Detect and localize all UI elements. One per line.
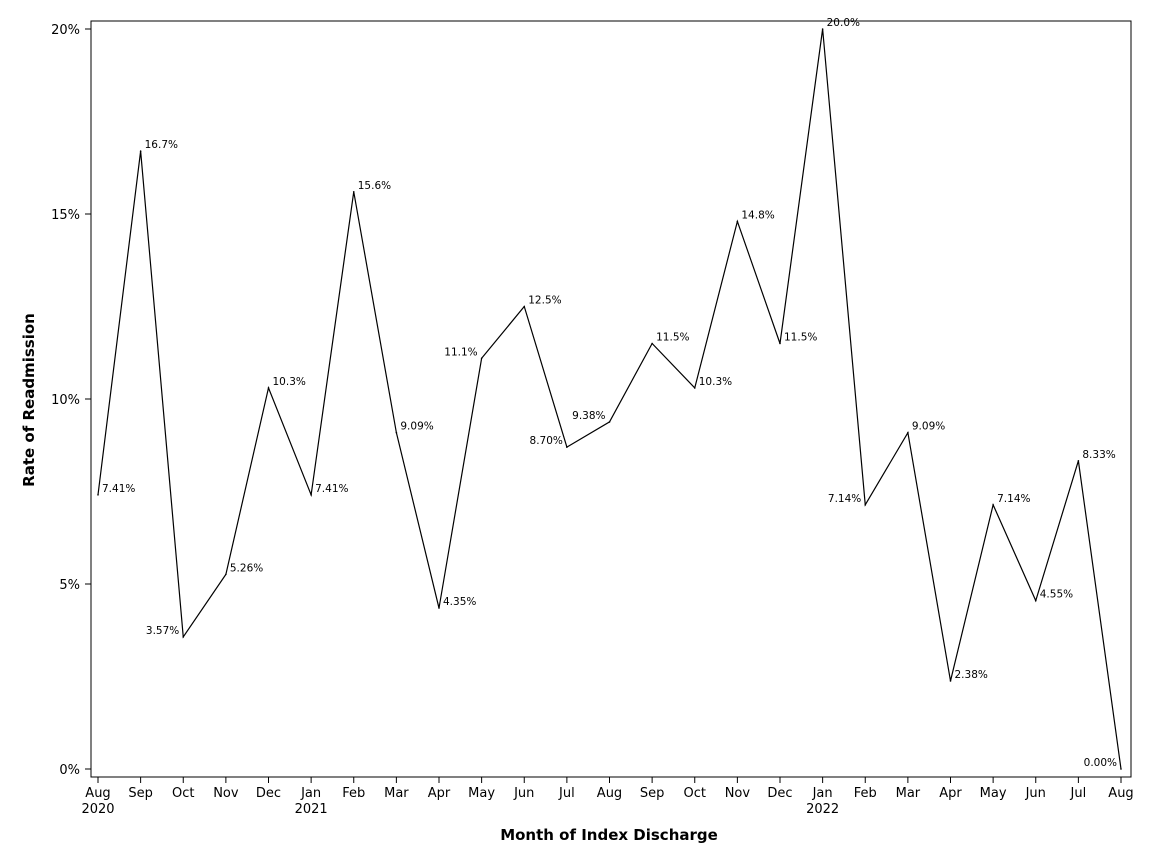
data-point <box>566 446 568 448</box>
x-tick-label: May <box>468 786 495 801</box>
data-point <box>310 494 312 496</box>
data-label: 11.5% <box>656 332 689 344</box>
data-label: 20.0% <box>827 17 860 29</box>
data-point <box>693 387 696 389</box>
data-label: 0.00% <box>1084 757 1117 769</box>
x-tick-label: Dec <box>256 786 281 801</box>
x-tick-label: Nov <box>213 786 239 801</box>
x-axis-title: Month of Index Discharge <box>500 826 718 844</box>
data-label: 5.26% <box>230 562 263 574</box>
x-tick-label: Jun <box>1025 786 1046 801</box>
x-tick-label: Sep <box>128 786 153 801</box>
data-point <box>267 387 270 389</box>
data-label: 7.41% <box>102 483 135 495</box>
x-tick-label: Aug <box>85 786 110 801</box>
data-point <box>480 357 483 360</box>
data-label: 9.38% <box>572 410 605 422</box>
data-label: 10.3% <box>273 376 306 388</box>
data-point <box>949 680 952 682</box>
x-tick-label: May <box>980 786 1007 801</box>
x-tick-label: Mar <box>384 786 409 801</box>
x-tick-label: Aug <box>597 786 622 801</box>
data-label: 2.38% <box>955 669 988 681</box>
data-label: 14.8% <box>741 209 774 221</box>
y-axis-title: Rate of Readmission <box>20 313 38 487</box>
x-year-label: 2021 <box>295 802 328 817</box>
data-point <box>736 220 739 223</box>
readmission-rate-line <box>97 28 1122 770</box>
data-point <box>779 342 781 345</box>
x-tick-label: Jan <box>812 786 833 801</box>
data-point <box>864 504 867 506</box>
y-tick-label: 15% <box>51 208 80 223</box>
data-label: 11.5% <box>784 332 817 344</box>
data-point <box>225 573 227 576</box>
y-tick-label: 0% <box>59 763 80 778</box>
data-point <box>821 28 824 30</box>
x-axis: Aug Sep Oct Nov Dec Jan Feb Mar Apr May Jun Jul Aug S… <box>81 777 1134 817</box>
data-label: 8.70% <box>530 435 563 447</box>
data-label: 12.5% <box>528 295 561 307</box>
data-point <box>352 191 355 193</box>
x-tick-label: Apr <box>428 786 451 801</box>
x-tick-label: Nov <box>725 786 751 801</box>
x-year-label: 2020 <box>81 802 114 817</box>
data-label: 15.6% <box>358 180 391 192</box>
y-tick-label: 20% <box>51 23 80 38</box>
x-tick-label: Oct <box>172 786 194 801</box>
x-tick-label: Feb <box>854 786 877 801</box>
data-label: 10.3% <box>699 376 732 388</box>
x-tick-label: Feb <box>342 786 365 801</box>
x-tick-label: Apr <box>939 786 962 801</box>
data-point <box>1034 599 1037 602</box>
x-tick-label: Jul <box>1070 786 1087 801</box>
data-label: 16.7% <box>145 139 178 151</box>
x-tick-label: Aug <box>1108 786 1133 801</box>
data-label: 7.14% <box>828 493 861 505</box>
data-point <box>608 421 611 423</box>
data-point <box>992 504 994 506</box>
x-tick-label: Sep <box>640 786 665 801</box>
data-point <box>1120 768 1122 770</box>
x-tick-label: Jan <box>300 786 321 801</box>
x-tick-label: Jun <box>513 786 534 801</box>
x-tick-label: Oct <box>684 786 706 801</box>
data-label: 9.09% <box>400 421 433 433</box>
data-label: 3.57% <box>146 625 179 637</box>
y-tick-label: 10% <box>51 393 80 408</box>
data-label: 7.14% <box>997 493 1030 505</box>
y-axis: 0% 5% 10% 15% 20% <box>51 23 91 778</box>
data-label: 8.33% <box>1082 449 1115 461</box>
x-tick-label: Jul <box>558 786 575 801</box>
data-point <box>139 150 142 152</box>
data-point <box>907 431 909 434</box>
data-point <box>1077 459 1080 462</box>
data-labels: 7.41% 16.7% 3.57% 5.26% 10.3% 7.41% 15.6% 9.09%… <box>97 17 1122 770</box>
data-point <box>523 305 526 308</box>
data-point <box>395 431 398 434</box>
x-year-label: 2022 <box>806 802 839 817</box>
data-label: 11.1% <box>444 346 477 358</box>
data-point <box>651 342 653 345</box>
plot-frame <box>90 20 1132 778</box>
data-label: 9.09% <box>912 421 945 433</box>
y-tick-label: 5% <box>59 578 80 593</box>
x-tick-label: Dec <box>767 786 792 801</box>
data-label: 4.55% <box>1040 589 1073 601</box>
data-point <box>438 607 440 609</box>
data-label: 7.41% <box>315 483 348 495</box>
data-label: 4.35% <box>443 596 476 608</box>
data-point <box>97 494 99 496</box>
x-tick-label: Mar <box>896 786 921 801</box>
data-point <box>182 636 185 638</box>
